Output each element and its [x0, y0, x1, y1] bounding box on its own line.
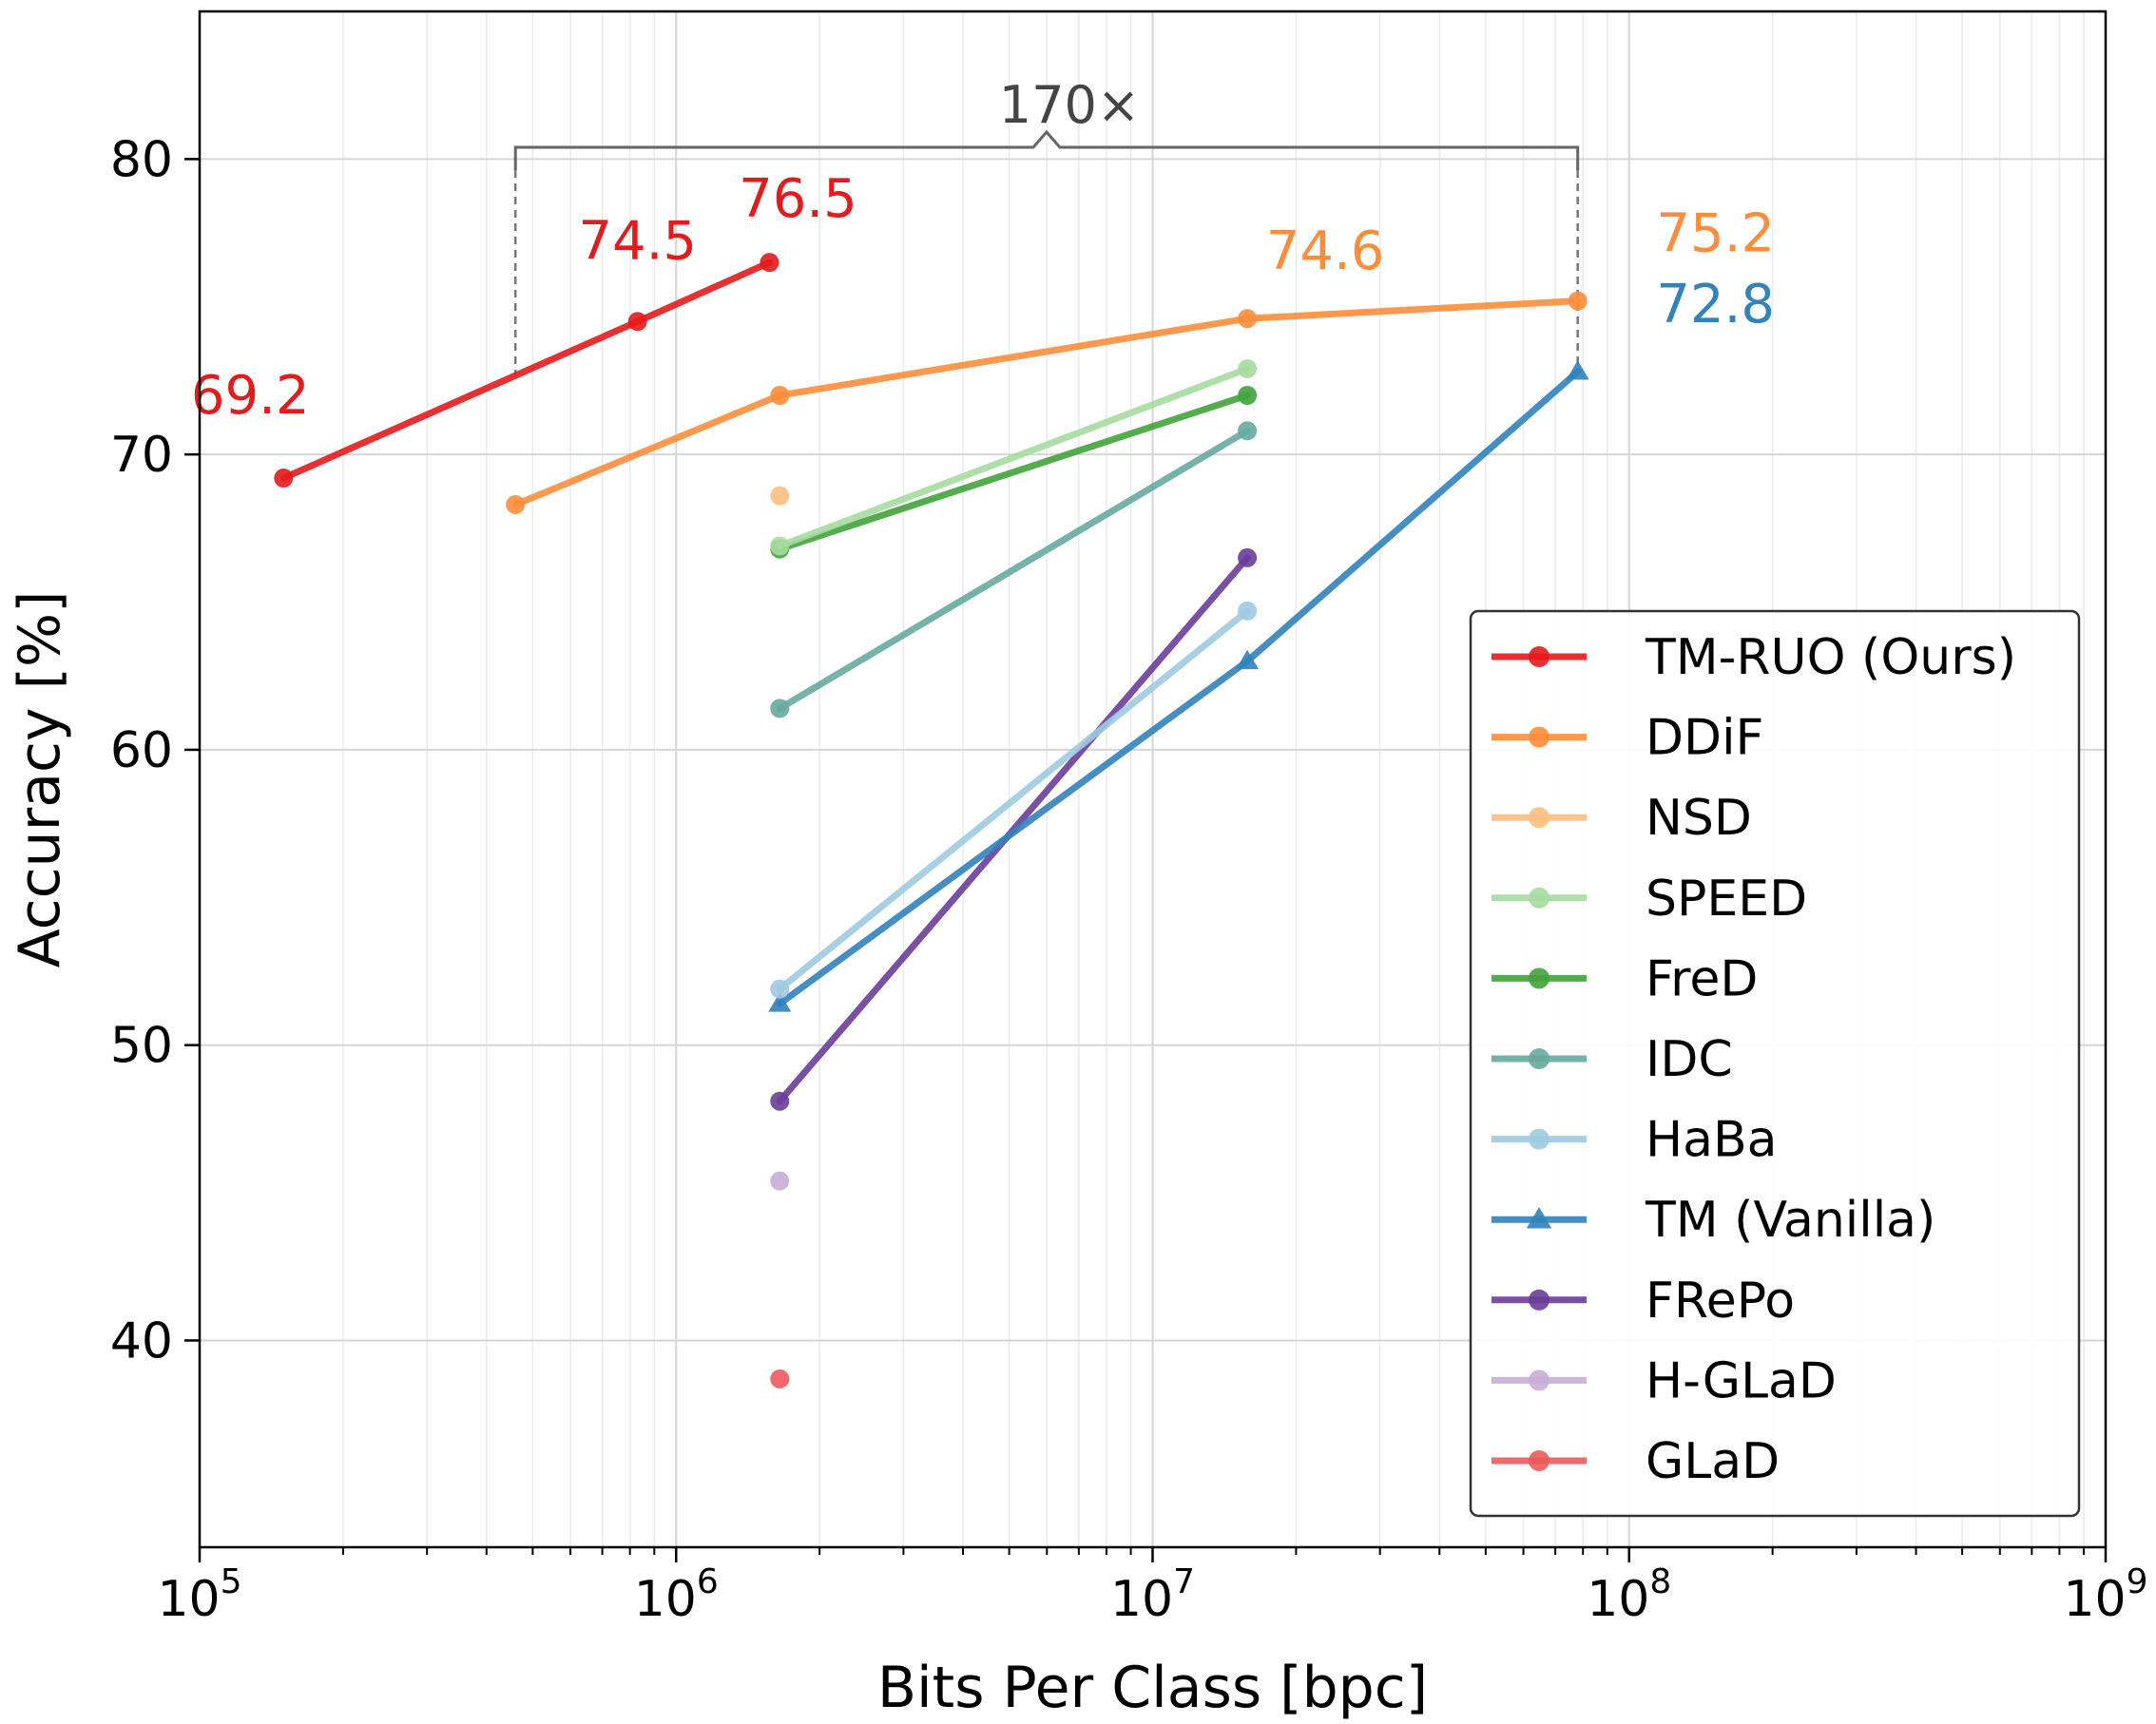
data-point [1238, 309, 1258, 329]
data-point [1566, 360, 1589, 380]
legend-item-ddif: DDiF [1492, 710, 1763, 767]
data-point [770, 979, 790, 999]
legend-label: NSD [1646, 790, 1752, 847]
y-tick-label: 80 [110, 131, 173, 188]
y-tick-label: 50 [110, 1018, 173, 1075]
data-point [1238, 421, 1258, 441]
series-speed [770, 359, 1258, 556]
data-point [770, 486, 790, 506]
legend-marker [1529, 726, 1550, 748]
legend-marker [1529, 1289, 1550, 1311]
series-glad [770, 1369, 790, 1389]
x-tick-label: 107 [1110, 1562, 1195, 1628]
legend-item-speed: SPEED [1492, 871, 1807, 928]
series-line [511, 297, 1582, 508]
series-haba [770, 601, 1258, 999]
legend-marker [1529, 1128, 1550, 1150]
legend-marker [1529, 807, 1550, 829]
legend-marker [1529, 646, 1550, 667]
value-label: 69.2 [191, 365, 310, 427]
y-tick-label: 40 [110, 1312, 173, 1370]
data-point [1236, 649, 1260, 670]
value-label: 74.6 [1266, 220, 1385, 282]
data-point [770, 536, 790, 556]
data-point [506, 494, 526, 514]
legend-marker [1529, 887, 1550, 909]
y-tick-label: 70 [110, 427, 173, 484]
data-point [770, 1369, 790, 1389]
value-annotations: 69.2 74.5 76.5 74.6 75.2 72.8 [191, 168, 1775, 427]
legend-item-fred: FreD [1492, 950, 1758, 1007]
x-axis-label: Bits Per Class [bpc] [877, 1655, 1428, 1721]
legend-marker [1529, 1370, 1550, 1391]
legend-item-haba: HaBa [1492, 1112, 1778, 1169]
value-label: 75.2 [1656, 203, 1775, 265]
x-tick-label: 106 [634, 1562, 719, 1628]
bracket-label: 170× [999, 75, 1140, 135]
series-ddif [506, 291, 1588, 514]
series-line [776, 392, 1251, 553]
data-point [760, 253, 780, 273]
legend-item-tm-vanilla: TM (Vanilla) [1492, 1192, 1935, 1249]
data-point [770, 386, 790, 405]
legend-label: GLaD [1646, 1433, 1780, 1490]
data-point [770, 1091, 790, 1111]
legend-box [1469, 609, 2081, 1518]
legend-label: H-GLaD [1646, 1352, 1837, 1409]
legend-label: DDiF [1646, 710, 1763, 767]
data-point [1238, 386, 1258, 405]
legend-marker [1529, 1450, 1550, 1471]
data-point [770, 699, 790, 718]
legend-label: IDC [1646, 1031, 1733, 1088]
legend-item-nsd: NSD [1492, 790, 1752, 847]
legend-label: FRePo [1646, 1273, 1795, 1330]
legend-item-idc: IDC [1492, 1031, 1733, 1088]
series-layer [274, 253, 1589, 1389]
data-point [768, 992, 792, 1012]
x-tick-label: 109 [2063, 1562, 2147, 1628]
value-label: 72.8 [1656, 274, 1775, 335]
series-line [776, 365, 1251, 549]
legend-marker [1526, 1207, 1552, 1229]
legend-label: TM-RUO (Ours) [1645, 629, 2016, 686]
bracket-line [513, 129, 1580, 170]
legend-label: TM (Vanilla) [1645, 1192, 1935, 1249]
data-point [274, 469, 294, 488]
series-line [776, 607, 1251, 993]
series-line [776, 427, 1251, 712]
data-point [1238, 547, 1258, 567]
legend-item-frepo: FRePo [1492, 1273, 1795, 1330]
legend-item-tm-ruo-ours: TM-RUO (Ours) [1492, 629, 2016, 686]
legend: TM-RUO (Ours) DDiF NSD SPEED FreD IDC HaBa TM (… [1469, 609, 2081, 1518]
legend-marker [1529, 967, 1550, 989]
series-tm-ruo-ours [274, 253, 780, 488]
value-label: 76.5 [739, 168, 857, 230]
value-label: 74.5 [578, 210, 697, 272]
legend-label: HaBa [1646, 1112, 1778, 1169]
legend-item-h-glad: H-GLaD [1492, 1352, 1837, 1409]
series-idc [770, 421, 1258, 718]
x-tick-label: 108 [1587, 1562, 1671, 1628]
data-point [627, 312, 647, 332]
data-point [1238, 359, 1258, 379]
data-point [1238, 601, 1258, 621]
legend-marker [1529, 1048, 1550, 1069]
axis-ticks: 105 106 107 108 109 40 50 60 70 80 [110, 131, 2148, 1628]
y-axis-label: Accuracy [%] [7, 591, 73, 968]
legend-label: FreD [1646, 950, 1758, 1007]
data-point [770, 1171, 790, 1191]
series-h-glad [770, 1171, 790, 1191]
ratio-bracket: 170× [513, 75, 1580, 375]
series-tm-vanilla [768, 360, 1589, 1012]
legend-label: SPEED [1646, 871, 1807, 928]
y-tick-label: 60 [110, 722, 173, 779]
legend-item-glad: GLaD [1492, 1433, 1780, 1490]
x-tick-label: 105 [157, 1562, 241, 1628]
data-point [1568, 291, 1588, 311]
series-nsd [770, 486, 790, 506]
